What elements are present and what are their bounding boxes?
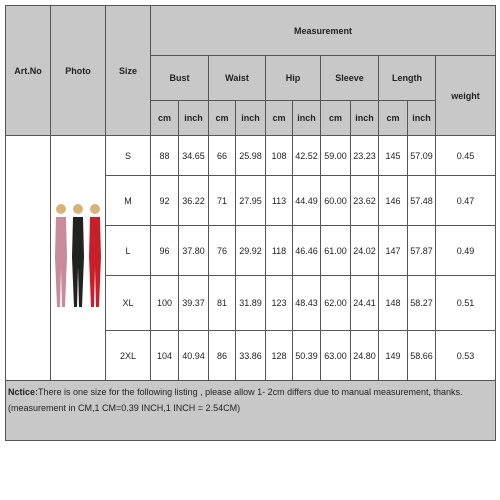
unit-header: cm [320, 100, 351, 136]
data-row: M 92 36.22 71 27.95 113 44.49 60.00 23.62 146 57.4… [6, 175, 497, 226]
data-row: XL 100 39.37 81 31.89 123 48.43 62.00 24.41 148 58… [6, 275, 497, 331]
size-cell: S [105, 135, 151, 176]
value-cell: 108 [265, 135, 293, 176]
data-row: L 96 37.80 76 29.92 118 46.46 61.00 24.02 147 57.8… [6, 225, 497, 276]
value-cell: 46.46 [292, 225, 321, 276]
value-cell: 145 [378, 135, 408, 176]
value-cell: 81 [208, 275, 236, 331]
unit-header: inch [235, 100, 266, 136]
size-cell: XL [105, 275, 151, 331]
value-cell: 66 [208, 135, 236, 176]
unit-header: inch [178, 100, 209, 136]
unit-header: cm [378, 100, 408, 136]
product-photo [55, 204, 101, 307]
value-cell: 60.00 [320, 175, 351, 226]
value-cell: 24.80 [350, 330, 379, 381]
unit-header: inch [292, 100, 321, 136]
value-cell: 128 [265, 330, 293, 381]
size-cell: M [105, 175, 151, 226]
group-header: Sleeve [320, 55, 379, 101]
value-cell: 23.62 [350, 175, 379, 226]
header-cell: Measurement [149, 5, 497, 56]
value-cell: 42.52 [292, 135, 321, 176]
table-body: Art.No Photo Size Measurement Bust Waist H… [4, 5, 497, 441]
value-cell: 0.47 [434, 175, 497, 226]
value-cell: 71 [208, 175, 236, 226]
value-cell: 63.00 [320, 330, 351, 381]
size-table: Art.No Photo Size Measurement Bust Waist H… [4, 5, 497, 441]
value-cell: 24.41 [350, 275, 379, 331]
value-cell: 146 [378, 175, 408, 226]
value-cell: 33.86 [235, 330, 266, 381]
value-cell: 88 [150, 135, 179, 176]
value-cell: 0.49 [434, 225, 497, 276]
value-cell: 148 [378, 275, 408, 331]
art-no-cell [5, 135, 51, 381]
header-row: Art.No Photo Size Measurement [5, 5, 497, 136]
value-cell: 149 [378, 330, 408, 381]
data-row: S 88 34.65 66 25.98 108 42.52 59.00 23.23 145 57.0… [5, 135, 497, 381]
value-cell: 0.45 [434, 135, 497, 176]
header-cell: Photo [50, 5, 106, 136]
value-cell: 96 [150, 225, 179, 276]
value-cell: 0.51 [434, 275, 497, 331]
value-cell: 25.98 [235, 135, 266, 176]
value-cell: 59.00 [320, 135, 351, 176]
value-cell: 57.87 [407, 225, 436, 276]
value-cell: 29.92 [235, 225, 266, 276]
value-cell: 58.27 [407, 275, 436, 331]
group-header: Bust [150, 55, 209, 101]
value-cell: 50.39 [292, 330, 321, 381]
size-cell: 2XL [105, 330, 151, 381]
notice-text: There is one size for the following list… [8, 387, 463, 413]
value-cell: 37.80 [178, 225, 209, 276]
value-cell: 113 [265, 175, 293, 226]
unit-header: cm [150, 100, 179, 136]
value-cell: 57.09 [407, 135, 436, 176]
value-cell: 36.22 [178, 175, 209, 226]
value-cell: 62.00 [320, 275, 351, 331]
header-row: Bust Waist Hip Sleeve Length weight [6, 55, 497, 136]
value-cell: 48.43 [292, 275, 321, 331]
value-cell: 27.95 [235, 175, 266, 226]
value-cell: 76 [208, 225, 236, 276]
value-cell: 39.37 [178, 275, 209, 331]
notice: Nctice:There is one size for the followi… [4, 380, 497, 441]
unit-header: inch [407, 100, 436, 136]
unit-header: cm [265, 100, 293, 136]
header-cell: Art.No [5, 5, 51, 136]
header-cell: Size [105, 5, 151, 136]
size-cell: L [105, 225, 151, 276]
notice-row: Nctice:There is one size for the followi… [4, 380, 497, 441]
value-cell: 86 [208, 330, 236, 381]
value-cell: 123 [265, 275, 293, 331]
value-cell: 23.23 [350, 135, 379, 176]
value-cell: 104 [150, 330, 179, 381]
value-cell: 147 [378, 225, 408, 276]
value-cell: 100 [150, 275, 179, 331]
value-cell: 44.49 [292, 175, 321, 226]
value-cell: 40.94 [178, 330, 209, 381]
value-cell: 24.02 [350, 225, 379, 276]
group-header: Length [378, 55, 436, 101]
group-header: Waist [208, 55, 266, 101]
value-cell: 57.48 [407, 175, 436, 226]
photo-cell [50, 135, 106, 381]
value-cell: 118 [265, 225, 293, 276]
group-header: Hip [265, 55, 321, 101]
value-cell: 31.89 [235, 275, 266, 331]
value-cell: 92 [150, 175, 179, 226]
value-cell: 34.65 [178, 135, 209, 176]
data-row: 2XL 104 40.94 86 33.86 128 50.39 63.00 24.80 149 5… [6, 330, 497, 381]
header-row: cm inch cm inch cm inch cm inch cm inch [6, 100, 496, 136]
unit-header: inch [350, 100, 379, 136]
value-cell: 61.00 [320, 225, 351, 276]
value-cell: 58.66 [407, 330, 436, 381]
unit-header: cm [208, 100, 236, 136]
value-cell: 0.53 [434, 330, 497, 381]
notice-label: Nctice: [8, 387, 39, 397]
header-cell: weight [434, 55, 497, 136]
